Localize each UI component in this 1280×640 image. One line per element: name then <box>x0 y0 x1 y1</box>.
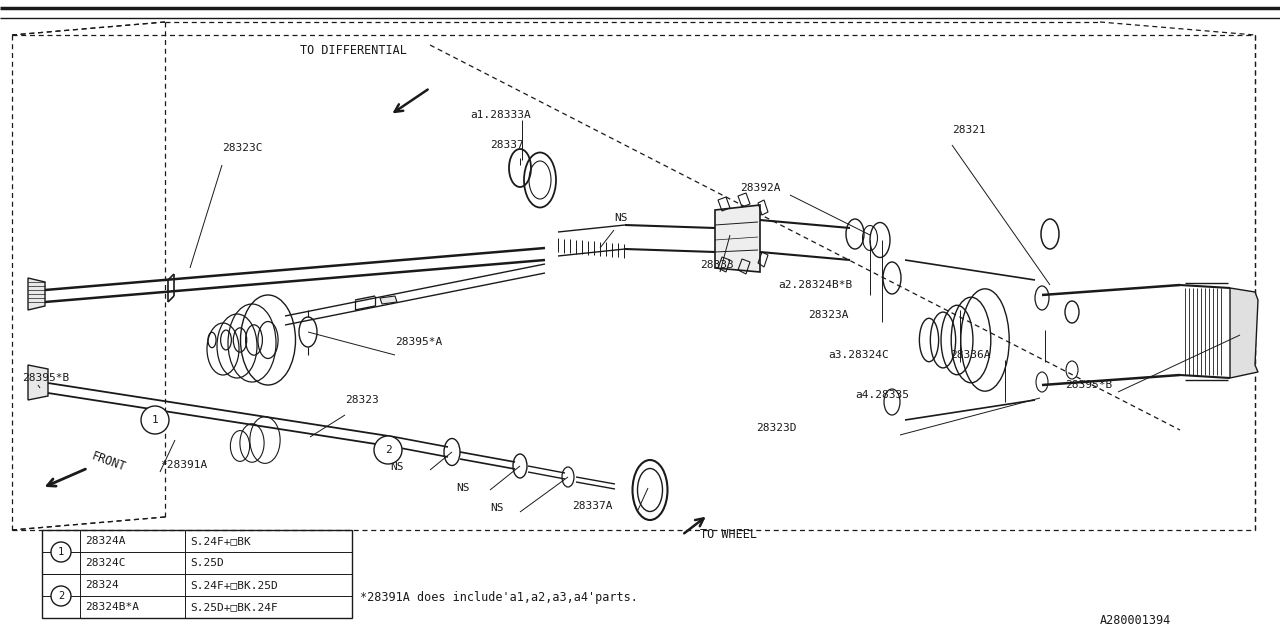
Text: 28324A: 28324A <box>84 536 125 546</box>
Text: a4.28335: a4.28335 <box>855 390 909 400</box>
Text: 28337A: 28337A <box>572 501 613 511</box>
Text: 28324C: 28324C <box>84 558 125 568</box>
Text: FRONT: FRONT <box>90 450 128 474</box>
Text: TO WHEEL: TO WHEEL <box>700 529 756 541</box>
Text: NS: NS <box>456 483 470 493</box>
Text: 28333: 28333 <box>700 260 733 270</box>
Text: *28391A does include'a1,a2,a3,a4'parts.: *28391A does include'a1,a2,a3,a4'parts. <box>360 591 637 605</box>
Text: S.25D+□BK.24F: S.25D+□BK.24F <box>189 602 278 612</box>
Polygon shape <box>380 296 397 304</box>
Text: NS: NS <box>390 462 403 472</box>
Circle shape <box>51 586 70 606</box>
Text: 28323: 28323 <box>346 395 379 405</box>
Text: 28324: 28324 <box>84 580 119 590</box>
Text: S.25D: S.25D <box>189 558 224 568</box>
Text: 28395*A: 28395*A <box>396 337 443 347</box>
Text: 1: 1 <box>58 547 64 557</box>
Polygon shape <box>28 278 45 310</box>
Text: 28323C: 28323C <box>221 143 262 153</box>
Polygon shape <box>716 205 760 272</box>
Text: 28395*B: 28395*B <box>1065 380 1112 390</box>
Text: A280001394: A280001394 <box>1100 614 1171 627</box>
Text: 2: 2 <box>58 591 64 601</box>
Text: 28321: 28321 <box>952 125 986 135</box>
Circle shape <box>51 542 70 562</box>
Text: a1.28333A: a1.28333A <box>470 110 531 120</box>
Text: 1: 1 <box>151 415 159 425</box>
Text: 28323D: 28323D <box>756 423 796 433</box>
Polygon shape <box>1230 288 1258 378</box>
Text: S.24F+□BK.25D: S.24F+□BK.25D <box>189 580 278 590</box>
Circle shape <box>141 406 169 434</box>
Text: NS: NS <box>614 213 627 223</box>
Text: S.24F+□BK: S.24F+□BK <box>189 536 251 546</box>
Text: 28392A: 28392A <box>740 183 781 193</box>
Text: NS: NS <box>490 503 503 513</box>
Text: 28336A: 28336A <box>950 350 991 360</box>
Circle shape <box>374 436 402 464</box>
Text: 28324B*A: 28324B*A <box>84 602 140 612</box>
Text: 28395*B: 28395*B <box>22 373 69 383</box>
Text: TO DIFFERENTIAL: TO DIFFERENTIAL <box>300 44 407 56</box>
Text: a3.28324C: a3.28324C <box>828 350 888 360</box>
Bar <box>42 530 352 618</box>
Text: *28391A: *28391A <box>160 460 207 470</box>
Text: 28323A: 28323A <box>808 310 849 320</box>
Polygon shape <box>28 365 49 400</box>
Text: 2: 2 <box>384 445 392 455</box>
Text: a2.28324B*B: a2.28324B*B <box>778 280 852 290</box>
Text: 28337: 28337 <box>490 140 524 150</box>
